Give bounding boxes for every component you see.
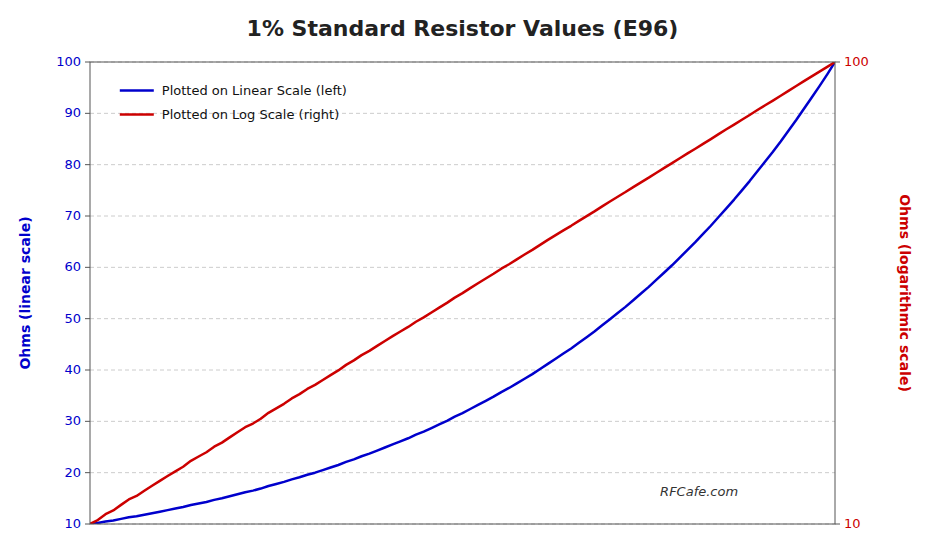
tick [85, 472, 90, 473]
plot-marks [90, 62, 835, 524]
grid-line [90, 216, 835, 217]
tick-label: 30 [64, 413, 81, 428]
legend-entry: Plotted on Linear Scale (left) [162, 83, 347, 98]
tick [85, 113, 90, 114]
tick [85, 267, 90, 268]
tick [85, 216, 90, 217]
axis-label: Ohms (linear scale) [17, 216, 33, 369]
annotation: RFCafe.com [660, 484, 738, 499]
tick-label: 60 [64, 259, 81, 274]
tick [835, 524, 840, 525]
grid-line [90, 421, 835, 422]
line [90, 62, 835, 524]
grid-line [90, 164, 835, 165]
tick [85, 62, 90, 63]
tick-label: 100 [844, 54, 869, 69]
grid-line [90, 318, 835, 319]
tick-label: 80 [64, 157, 81, 172]
tick [85, 164, 90, 165]
legend-entry: Plotted on Log Scale (right) [162, 107, 339, 122]
tick [85, 370, 90, 371]
legend-swatch [120, 89, 154, 92]
tick [85, 318, 90, 319]
line [90, 62, 835, 524]
legend-swatch [120, 113, 154, 116]
grid-line [90, 267, 835, 268]
tick-label: 10 [64, 516, 81, 531]
tick-label: 50 [64, 311, 81, 326]
tick [835, 62, 840, 63]
grid-line [90, 472, 835, 473]
legend: Plotted on Linear Scale (left) Plotted on… [120, 83, 347, 122]
tick [85, 421, 90, 422]
axis-label: Ohms (logarithmic scale) [897, 194, 913, 392]
chart: 10 20 30 40 50 60 70 80 90 100 10 100 1% Standard Re… [0, 0, 930, 552]
plot-frame [90, 62, 835, 524]
tick-label: 100 [56, 54, 81, 69]
tick-label: 70 [64, 208, 81, 223]
plot-area [90, 62, 835, 524]
tick-label: 40 [64, 362, 81, 377]
tick [85, 524, 90, 525]
tick-label: 10 [844, 516, 861, 531]
grid-line [90, 370, 835, 371]
title: 1% Standard Resistor Values (E96) [247, 16, 679, 41]
tick-label: 20 [64, 465, 81, 480]
tick-label: 90 [64, 105, 81, 120]
